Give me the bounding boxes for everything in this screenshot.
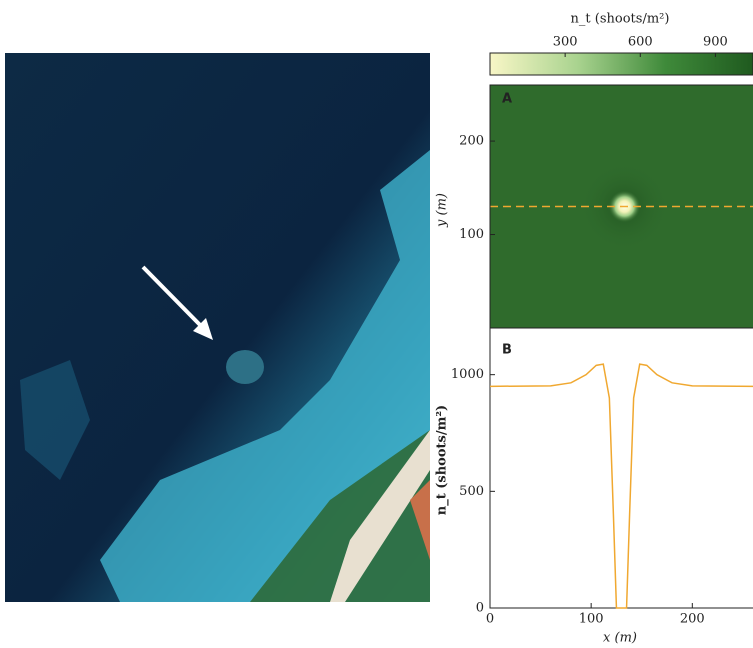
panel-label: B: [502, 343, 512, 358]
colorbar: 300 600 900 n_t (shoots/m²): [489, 12, 753, 76]
colorbar-tick-label: 600: [628, 35, 653, 50]
y-tick-label: 500: [459, 484, 484, 499]
panel-a: 100 200 Ay (m): [435, 84, 753, 329]
colorbar-tick-label: 900: [703, 35, 728, 50]
y-axis-label: y (m): [435, 193, 450, 228]
colorbar-bar: [489, 52, 753, 76]
x-tick-label: 100: [579, 612, 604, 627]
satellite-image: [5, 53, 430, 602]
profile-line: [489, 363, 753, 609]
y-tick-label: 1000: [451, 367, 484, 382]
x-tick-label: 0: [486, 612, 494, 627]
panel-label: A: [502, 92, 512, 107]
x-tick-label: 200: [680, 612, 705, 627]
colorbar-tick-label: 300: [553, 35, 578, 50]
colorbar-title: n_t (shoots/m²): [571, 12, 670, 27]
y-axis-label: n_t (shoots/m²): [435, 405, 450, 515]
panel-b: 0 500 1000 0 100 200 Bx (m) n_t (shoots/m²): [435, 327, 753, 646]
x-axis-label: x (m): [603, 631, 637, 646]
panel-frame: [489, 327, 753, 609]
y-tick-label: 100: [459, 227, 484, 242]
y-tick-label: 200: [459, 134, 484, 149]
y-tick-label: 0: [476, 601, 484, 616]
